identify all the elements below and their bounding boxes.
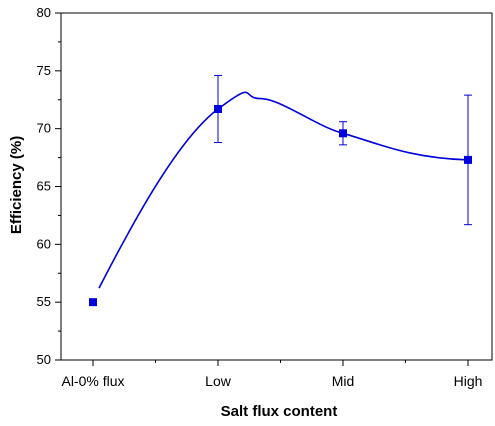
- y-tick-label: 75: [37, 63, 51, 78]
- x-tick-label: Low: [205, 373, 232, 389]
- error-bars-layer: [214, 74, 472, 226]
- y-axis-title: Efficiency (%): [8, 136, 25, 234]
- axis-labels-layer: Salt flux content Efficiency (%): [8, 136, 337, 420]
- y-tick-label: 60: [37, 236, 51, 251]
- data-point: [214, 105, 222, 114]
- y-tick-label: 80: [37, 5, 51, 20]
- data-point: [464, 155, 472, 164]
- data-point: [339, 129, 347, 138]
- axes-layer: 50 55 60 65 70 75 80 Al-0% flux Low Mid High: [37, 5, 493, 389]
- fit-curve: [98, 91, 469, 289]
- data-point: [89, 298, 97, 307]
- x-axis-title: Salt flux content: [221, 403, 338, 420]
- plot-frame: [60, 12, 493, 361]
- x-tick-label: Al-0% flux: [61, 373, 124, 389]
- y-tick-label: 55: [37, 294, 51, 309]
- fit-curve-layer: [98, 91, 469, 289]
- x-tick-label: High: [454, 373, 483, 389]
- y-tick-label: 70: [37, 121, 51, 136]
- y-tick-label: 65: [37, 179, 51, 194]
- data-points-layer: [89, 105, 472, 307]
- y-tick-label: 50: [37, 352, 51, 367]
- x-tick-label: Mid: [332, 373, 355, 389]
